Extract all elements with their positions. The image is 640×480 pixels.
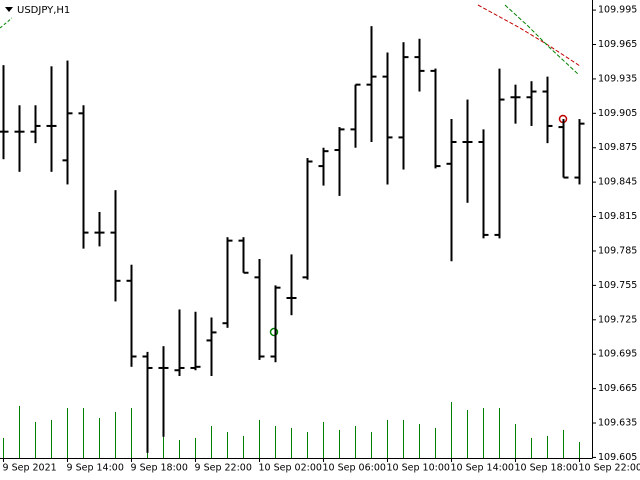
buy-signal bbox=[269, 327, 279, 337]
x-tick-label: 9 Sep 2021 bbox=[3, 463, 57, 474]
y-tick-label: 109.965 bbox=[598, 39, 637, 50]
y-tick-label: 109.635 bbox=[598, 418, 637, 429]
ma-line bbox=[0, 17, 13, 29]
x-tick-label: 9 Sep 14:00 bbox=[67, 463, 124, 474]
y-tick-label: 109.905 bbox=[598, 108, 637, 119]
y-tick-label: 109.725 bbox=[598, 314, 637, 325]
x-tick-label: 9 Sep 18:00 bbox=[131, 463, 188, 474]
y-tick-label: 109.785 bbox=[598, 245, 637, 256]
y-tick-label: 109.845 bbox=[598, 177, 637, 188]
y-tick-label: 109.995 bbox=[598, 5, 637, 16]
y-tick-label: 109.605 bbox=[598, 452, 637, 463]
x-tick-label: 10 Sep 10:00 bbox=[387, 463, 450, 474]
x-tick-label: 10 Sep 22:00 bbox=[579, 463, 640, 474]
y-tick-label: 109.755 bbox=[598, 280, 637, 291]
x-tick-label: 10 Sep 18:00 bbox=[515, 463, 578, 474]
y-tick-label: 109.815 bbox=[598, 211, 637, 222]
x-tick-label: 9 Sep 22:00 bbox=[195, 463, 252, 474]
x-tick-label: 10 Sep 06:00 bbox=[323, 463, 386, 474]
ma-line bbox=[477, 4, 581, 67]
menu-triangle[interactable] bbox=[5, 7, 13, 12]
y-tick-label: 109.665 bbox=[598, 383, 637, 394]
x-tick-label: 10 Sep 14:00 bbox=[451, 463, 514, 474]
y-tick-label: 109.875 bbox=[598, 142, 637, 153]
y-tick-label: 109.935 bbox=[598, 73, 637, 84]
y-tick-label: 109.695 bbox=[598, 349, 637, 360]
chart-title: USDJPY,H1 bbox=[17, 5, 70, 16]
ma-line bbox=[504, 4, 579, 75]
x-tick-label: 10 Sep 02:00 bbox=[259, 463, 322, 474]
